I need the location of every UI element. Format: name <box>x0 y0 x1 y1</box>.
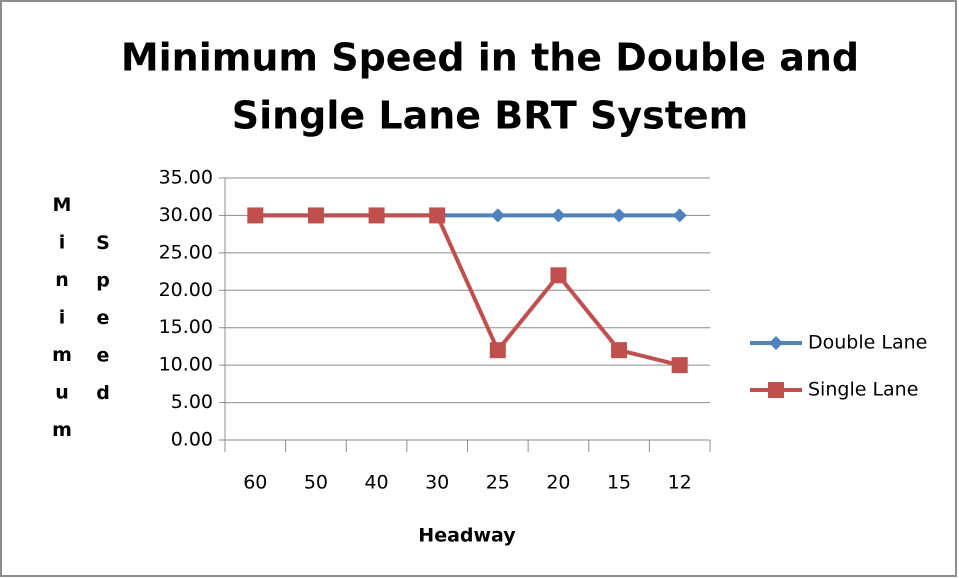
data-point <box>611 342 628 359</box>
y-tick-label: 30.00 <box>159 204 213 226</box>
data-point <box>671 357 688 374</box>
x-tick-label: 20 <box>546 472 570 494</box>
y-tick-label: 25.00 <box>159 241 213 263</box>
chart-title: Single Lane BRT System <box>232 94 749 138</box>
y-tick-label: 15.00 <box>159 316 213 338</box>
x-tick-label: 30 <box>425 472 449 494</box>
data-point <box>490 208 505 223</box>
x-axis-label: Headway <box>418 525 516 547</box>
data-point <box>489 342 506 359</box>
legend-marker <box>769 336 783 350</box>
legend-label: Single Lane <box>808 379 918 401</box>
y-tick-label: 5.00 <box>171 391 213 413</box>
x-tick-label: 15 <box>607 472 631 494</box>
y-tick-label: 10.00 <box>159 354 213 376</box>
chart-title: Minimum Speed in the Double and <box>121 36 859 80</box>
data-point <box>550 267 567 284</box>
x-tick-label: 60 <box>243 472 267 494</box>
data-point <box>307 207 324 224</box>
series-line <box>255 213 681 368</box>
x-tick-label: 50 <box>304 472 328 494</box>
x-tick-label: 12 <box>668 472 692 494</box>
data-point <box>429 207 446 224</box>
legend-label: Double Lane <box>808 332 927 354</box>
y-tick-label: 0.00 <box>171 429 213 451</box>
x-tick-label: 40 <box>364 472 388 494</box>
legend-marker <box>768 382 784 398</box>
data-point <box>612 208 627 223</box>
y-tick-label: 35.00 <box>159 167 213 189</box>
data-point <box>672 208 687 223</box>
data-point <box>368 207 385 224</box>
x-tick-label: 25 <box>486 472 510 494</box>
data-point <box>247 207 264 224</box>
data-point <box>551 208 566 223</box>
y-tick-label: 20.00 <box>159 279 213 301</box>
